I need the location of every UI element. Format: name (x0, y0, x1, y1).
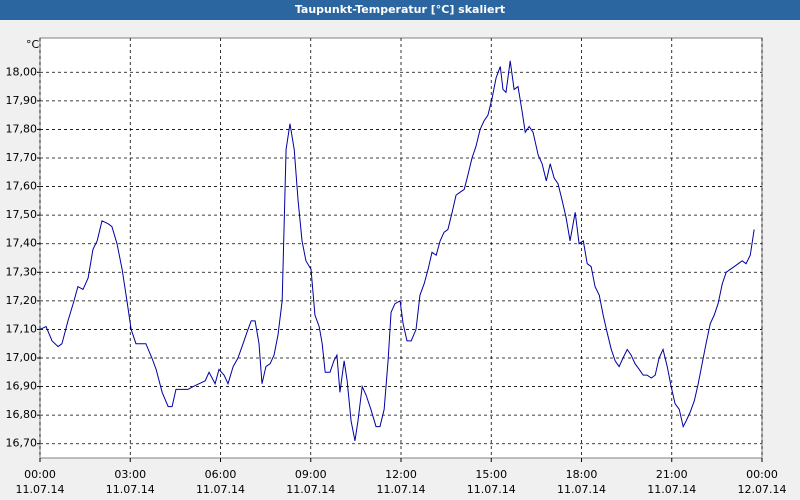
y-tick-label: 16,80 (6, 408, 38, 421)
x-tick-label: 12:00 (385, 468, 417, 481)
x-tick-date: 11.07.14 (196, 483, 245, 496)
x-tick-date: 11.07.14 (106, 483, 155, 496)
y-tick-label: 17,40 (6, 237, 38, 250)
x-tick-date: 11.07.14 (286, 483, 335, 496)
x-tick-date: 11.07.14 (16, 483, 65, 496)
x-tick-label: 03:00 (114, 468, 146, 481)
y-tick-label: 16,70 (6, 437, 38, 450)
title-bar (0, 0, 800, 20)
x-tick-label: 21:00 (656, 468, 688, 481)
y-tick-label: 17,80 (6, 122, 38, 135)
y-tick-label: 17,00 (6, 351, 38, 364)
x-tick-label: 06:00 (205, 468, 237, 481)
x-tick-date: 11.07.14 (377, 483, 426, 496)
x-tick-date: 11.07.14 (647, 483, 696, 496)
y-tick-label: 17,10 (6, 322, 38, 335)
x-tick-label: 09:00 (295, 468, 327, 481)
x-tick-date: 11.07.14 (557, 483, 606, 496)
y-tick-label: 16,90 (6, 380, 38, 393)
x-tick-label: 00:00 (746, 468, 778, 481)
x-tick-label: 18:00 (566, 468, 598, 481)
y-tick-label: 17,50 (6, 208, 38, 221)
y-tick-label: 17,30 (6, 265, 38, 278)
y-tick-label: 17,20 (6, 294, 38, 307)
x-tick-label: 00:00 (24, 468, 56, 481)
chart-title: Taupunkt-Temperatur [°C] skaliert (295, 3, 505, 16)
y-tick-label: 17,70 (6, 151, 38, 164)
y-unit: °C (26, 38, 40, 51)
x-tick-date: 11.07.14 (467, 483, 516, 496)
y-tick-label: 18,00 (6, 65, 38, 78)
y-tick-label: 17,60 (6, 180, 38, 193)
y-tick-label: 17,90 (6, 94, 38, 107)
x-tick-date: 12.07.14 (738, 483, 787, 496)
data-line (39, 60, 755, 441)
x-tick-label: 15:00 (475, 468, 507, 481)
